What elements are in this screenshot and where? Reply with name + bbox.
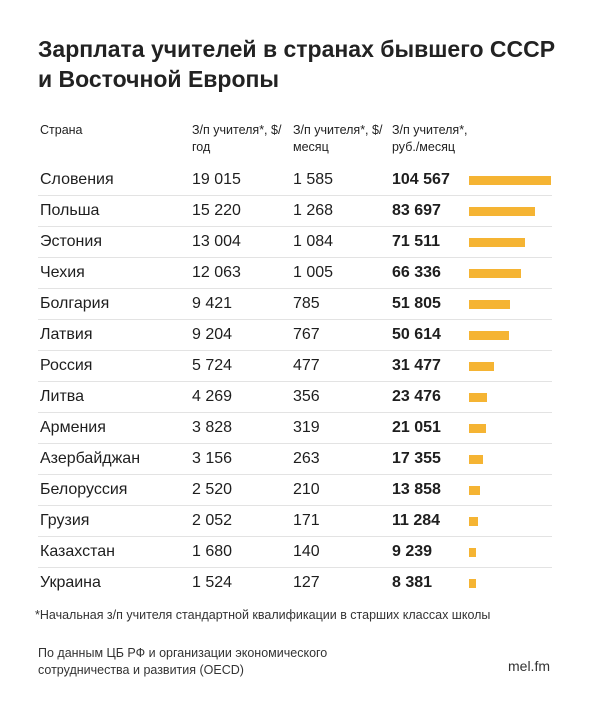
country-name: Болгария	[40, 295, 110, 312]
header-month-rub: З/п учителя*, руб./месяц	[392, 123, 468, 154]
table-row: Литва 4 269 356 23 476	[38, 382, 552, 413]
salary-bar	[469, 300, 510, 309]
salary-year-usd: 12 063	[192, 264, 241, 281]
footnote: *Начальная з/п учителя стандартной квали…	[35, 608, 491, 622]
country-name: Польша	[40, 202, 100, 219]
table-row: Эстония 13 004 1 084 71 511	[38, 227, 552, 258]
country-name: Азербайджан	[40, 450, 141, 467]
salary-month-usd: 785	[293, 295, 320, 312]
table-row: Словения 19 015 1 585 104 567	[38, 165, 552, 196]
salary-year-usd: 3 156	[192, 450, 233, 467]
salary-month-usd: 356	[293, 388, 320, 405]
country-name: Латвия	[40, 326, 93, 343]
salary-month-rub: 21 051	[392, 419, 441, 436]
brand-label: mel.fm	[508, 658, 550, 674]
salary-year-usd: 1 680	[192, 543, 233, 560]
table-row: Грузия 2 052 171 11 284	[38, 506, 552, 537]
salary-year-usd: 9 204	[192, 326, 233, 343]
country-name: Эстония	[40, 233, 102, 250]
table-row: Казахстан 1 680 140 9 239	[38, 537, 552, 568]
salary-month-rub: 71 511	[392, 233, 441, 250]
salary-month-rub: 9 239	[392, 543, 433, 560]
country-name: Словения	[40, 171, 114, 188]
salary-bar	[469, 362, 494, 371]
table-row: Россия 5 724 477 31 477	[38, 351, 552, 382]
salary-bar	[469, 455, 483, 464]
salary-bar	[469, 238, 525, 247]
salary-year-usd: 9 421	[192, 295, 233, 312]
salary-month-rub: 66 336	[392, 264, 441, 281]
salary-bar	[469, 331, 509, 340]
table-row: Белоруссия 2 520 210 13 858	[38, 475, 552, 506]
salary-month-usd: 1 005	[293, 264, 334, 281]
salary-year-usd: 3 828	[192, 419, 233, 436]
salary-month-rub: 31 477	[392, 357, 441, 374]
chart-title: Зарплата учителей в странах бывшего СССР…	[38, 36, 556, 92]
country-name: Белоруссия	[40, 481, 128, 498]
salary-month-rub: 11 284	[392, 512, 441, 529]
salary-bar	[469, 269, 521, 278]
salary-month-rub: 104 567	[392, 171, 450, 188]
salary-month-rub: 51 805	[392, 295, 441, 312]
salary-bar	[469, 393, 487, 402]
header-country: Страна	[40, 123, 83, 137]
country-name: Украина	[40, 574, 101, 591]
country-name: Россия	[40, 357, 93, 374]
salary-bar	[469, 579, 476, 588]
salary-month-usd: 767	[293, 326, 320, 343]
salary-month-usd: 1 268	[293, 202, 334, 219]
salary-month-usd: 1 585	[293, 171, 334, 188]
salary-month-rub: 13 858	[392, 481, 441, 498]
header-year-usd: З/п учителя*, $/год	[192, 123, 282, 154]
header-month-usd: З/п учителя*, $/месяц	[293, 123, 383, 154]
salary-year-usd: 15 220	[192, 202, 241, 219]
data-table: Словения 19 015 1 585 104 567 Польша 15 220 1 …	[38, 165, 552, 598]
country-name: Чехия	[40, 264, 85, 281]
salary-month-usd: 1 084	[293, 233, 334, 250]
salary-month-usd: 140	[293, 543, 320, 560]
salary-month-rub: 50 614	[392, 326, 441, 343]
table-row: Армения 3 828 319 21 051	[38, 413, 552, 444]
table-row: Латвия 9 204 767 50 614	[38, 320, 552, 351]
salary-month-rub: 83 697	[392, 202, 441, 219]
table-row: Азербайджан 3 156 263 17 355	[38, 444, 552, 475]
salary-bar	[469, 207, 535, 216]
country-name: Грузия	[40, 512, 90, 529]
salary-month-usd: 263	[293, 450, 320, 467]
salary-month-rub: 8 381	[392, 574, 433, 591]
salary-month-usd: 477	[293, 357, 320, 374]
source-note: По данным ЦБ РФ и организации экономичес…	[38, 646, 328, 677]
salary-month-usd: 319	[293, 419, 320, 436]
salary-year-usd: 19 015	[192, 171, 241, 188]
table-row: Болгария 9 421 785 51 805	[38, 289, 552, 320]
salary-month-usd: 127	[293, 574, 320, 591]
salary-bar	[469, 486, 480, 495]
salary-year-usd: 13 004	[192, 233, 241, 250]
table-row: Чехия 12 063 1 005 66 336	[38, 258, 552, 289]
salary-bar	[469, 424, 486, 433]
salary-bar	[469, 548, 476, 557]
country-name: Казахстан	[40, 543, 115, 560]
country-name: Литва	[40, 388, 84, 405]
salary-year-usd: 5 724	[192, 357, 233, 374]
salary-month-rub: 17 355	[392, 450, 441, 467]
salary-month-rub: 23 476	[392, 388, 441, 405]
table-row: Украина 1 524 127 8 381	[38, 568, 552, 598]
salary-bar	[469, 176, 551, 185]
country-name: Армения	[40, 419, 106, 436]
table-row: Польша 15 220 1 268 83 697	[38, 196, 552, 227]
salary-year-usd: 1 524	[192, 574, 233, 591]
salary-month-usd: 171	[293, 512, 320, 529]
salary-year-usd: 2 520	[192, 481, 233, 498]
salary-month-usd: 210	[293, 481, 320, 498]
salary-year-usd: 2 052	[192, 512, 233, 529]
salary-bar	[469, 517, 478, 526]
salary-year-usd: 4 269	[192, 388, 233, 405]
